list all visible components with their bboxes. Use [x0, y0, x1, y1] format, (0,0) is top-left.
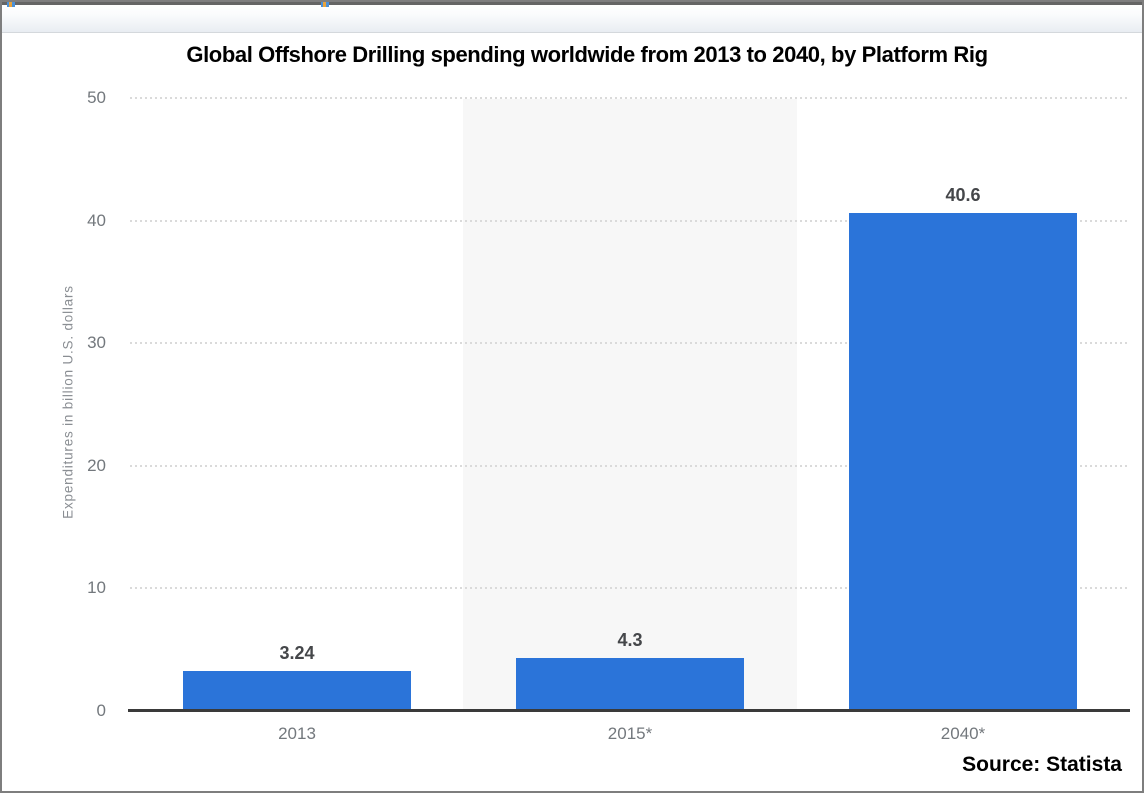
tab-favicon-icon	[7, 2, 15, 7]
x-label-2015*: 2015*	[607, 724, 653, 743]
y-tick-0: 0	[96, 701, 106, 720]
bar-2013[interactable]	[183, 671, 411, 711]
y-tick-20: 20	[87, 455, 106, 475]
x-label-2040*: 2040*	[940, 724, 986, 743]
bar-2040*[interactable]	[849, 213, 1077, 711]
gridline-40	[130, 219, 1130, 222]
y-tick-10: 10	[87, 578, 106, 598]
browser-header	[2, 2, 1142, 33]
y-tick-50: 50	[87, 88, 106, 107]
value-label-2015*: 4.3	[617, 630, 643, 650]
source-label: Source: Statista	[962, 753, 1122, 776]
x-label-2013: 2013	[278, 724, 316, 743]
gridline-30	[130, 342, 1130, 345]
y-tick-40: 40	[87, 210, 106, 230]
value-label-2040*: 40.6	[945, 185, 981, 205]
gridline-10	[130, 587, 1130, 590]
bar-2015*[interactable]	[516, 658, 744, 711]
chart-title: Global Offshore Drilling spending worldw…	[186, 42, 988, 67]
x-axis-line	[128, 709, 1130, 712]
value-label-2013: 3.24	[279, 643, 315, 663]
y-tick-30: 30	[87, 333, 106, 353]
tab-favicon-icon	[321, 2, 329, 7]
highlight-band	[463, 99, 797, 711]
y-axis-title: Expenditures in billion U.S. dollars	[60, 285, 76, 519]
gridline-20	[130, 464, 1130, 467]
browser-top-strip	[2, 2, 1142, 5]
gridline-50	[130, 97, 1130, 99]
